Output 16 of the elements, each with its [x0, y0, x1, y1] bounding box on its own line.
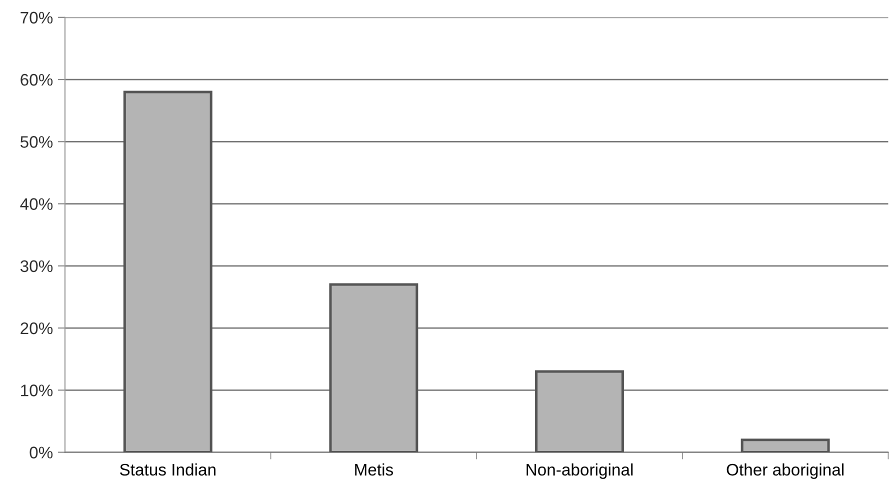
y-tick-label: 10% [21, 384, 53, 396]
bar [535, 370, 624, 452]
y-tick-label: 60% [20, 74, 53, 86]
x-tick-label: Non-aboriginal [526, 463, 633, 479]
bar [123, 90, 212, 452]
y-tick-label: 40% [20, 198, 53, 210]
bar [740, 438, 830, 452]
y-tick-label: 0% [30, 446, 53, 458]
y-tick-label: 70% [20, 12, 53, 24]
bar [329, 283, 418, 452]
x-tick-label: Status Indian [120, 463, 216, 476]
y-tick-label: 30% [20, 260, 53, 272]
x-tick-label: Other aboriginal [726, 463, 844, 479]
y-tick-label: 50% [20, 136, 53, 148]
y-tick-label: 20% [20, 322, 53, 334]
x-tick-label: Metis [355, 463, 393, 476]
